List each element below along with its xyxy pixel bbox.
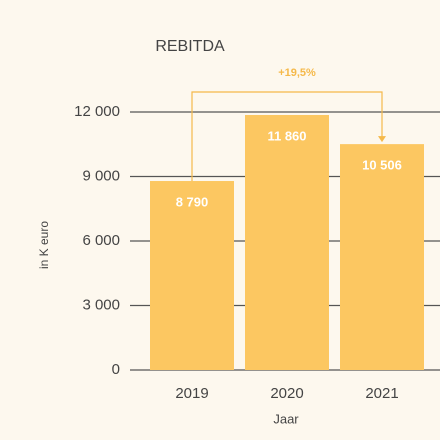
bar [150, 181, 234, 370]
annotation-bracket [191, 91, 383, 182]
bar [245, 115, 329, 370]
annotation-arrow [378, 136, 386, 143]
y-tick-label: 0 [112, 361, 120, 378]
y-axis-label: in K euro [37, 221, 51, 269]
data-label: 8 790 [176, 194, 209, 209]
x-tick-label: 2021 [365, 385, 398, 402]
y-tick-label: 12 000 [74, 103, 120, 120]
y-tick-label: 9 000 [82, 167, 120, 184]
chart-title: REBITDA [155, 38, 225, 55]
bar [340, 144, 424, 370]
y-tick-label: 3 000 [82, 296, 120, 313]
data-label: 11 860 [267, 128, 306, 143]
x-tick-label: 2020 [270, 385, 303, 402]
annotation: +19,5% [278, 67, 316, 79]
x-axis-label: Jaar [273, 411, 299, 426]
x-tick-label: 2019 [175, 385, 208, 402]
data-label: 10 506 [362, 158, 402, 173]
y-tick-label: 6 000 [82, 232, 120, 249]
